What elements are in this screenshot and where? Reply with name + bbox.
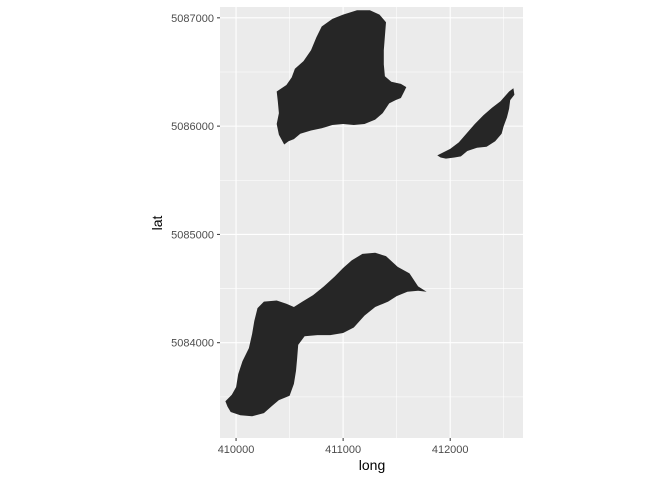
x-axis-title: long bbox=[359, 457, 385, 473]
x-tick-label: 410000 bbox=[218, 444, 255, 456]
y-tick-label: 5087000 bbox=[171, 13, 214, 25]
y-axis-title: lat bbox=[149, 216, 165, 231]
polygon-north-lake bbox=[276, 10, 407, 145]
x-axis: 410000 411000 412000 bbox=[218, 438, 469, 456]
y-tick-label: 5086000 bbox=[171, 121, 214, 133]
polygon-east-lake bbox=[437, 88, 515, 159]
polygons-layer bbox=[225, 10, 515, 417]
y-axis: 5084000 5085000 5086000 5087000 bbox=[171, 13, 220, 350]
x-tick-label: 412000 bbox=[432, 444, 469, 456]
y-tick-label: 5084000 bbox=[171, 338, 214, 350]
y-tick-label: 5085000 bbox=[171, 229, 214, 241]
polygon-south-lake bbox=[225, 252, 427, 417]
x-tick-label: 411000 bbox=[325, 444, 361, 456]
